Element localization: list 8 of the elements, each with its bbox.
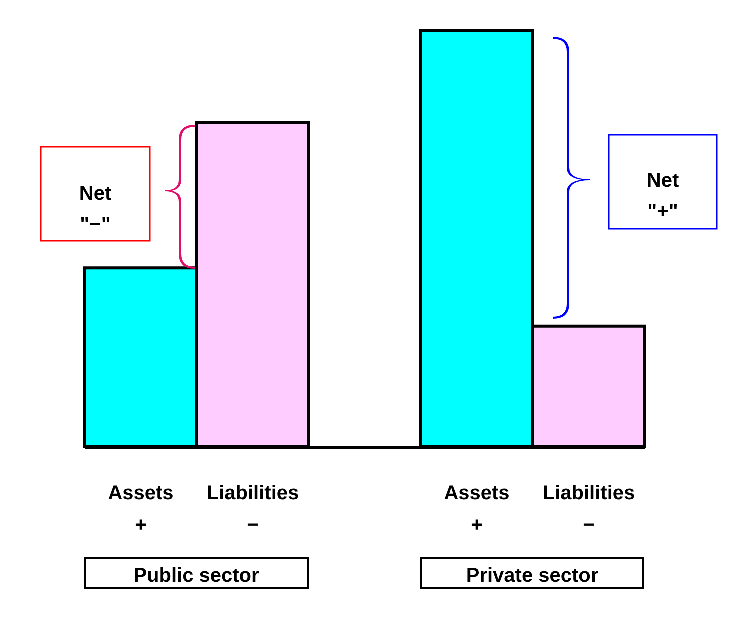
- text: Private sector: [466, 565, 599, 587]
- text: Net "+": [646, 170, 680, 223]
- x-tick-label: Assets +: [108, 482, 174, 536]
- x-tick-label: Liabilities −: [542, 482, 636, 536]
- x-tick-label: Liabilities −: [206, 482, 300, 536]
- annotation: Net "−": [79, 183, 112, 236]
- x-tick-label: Assets +: [444, 482, 510, 536]
- text: Public sector: [134, 565, 260, 587]
